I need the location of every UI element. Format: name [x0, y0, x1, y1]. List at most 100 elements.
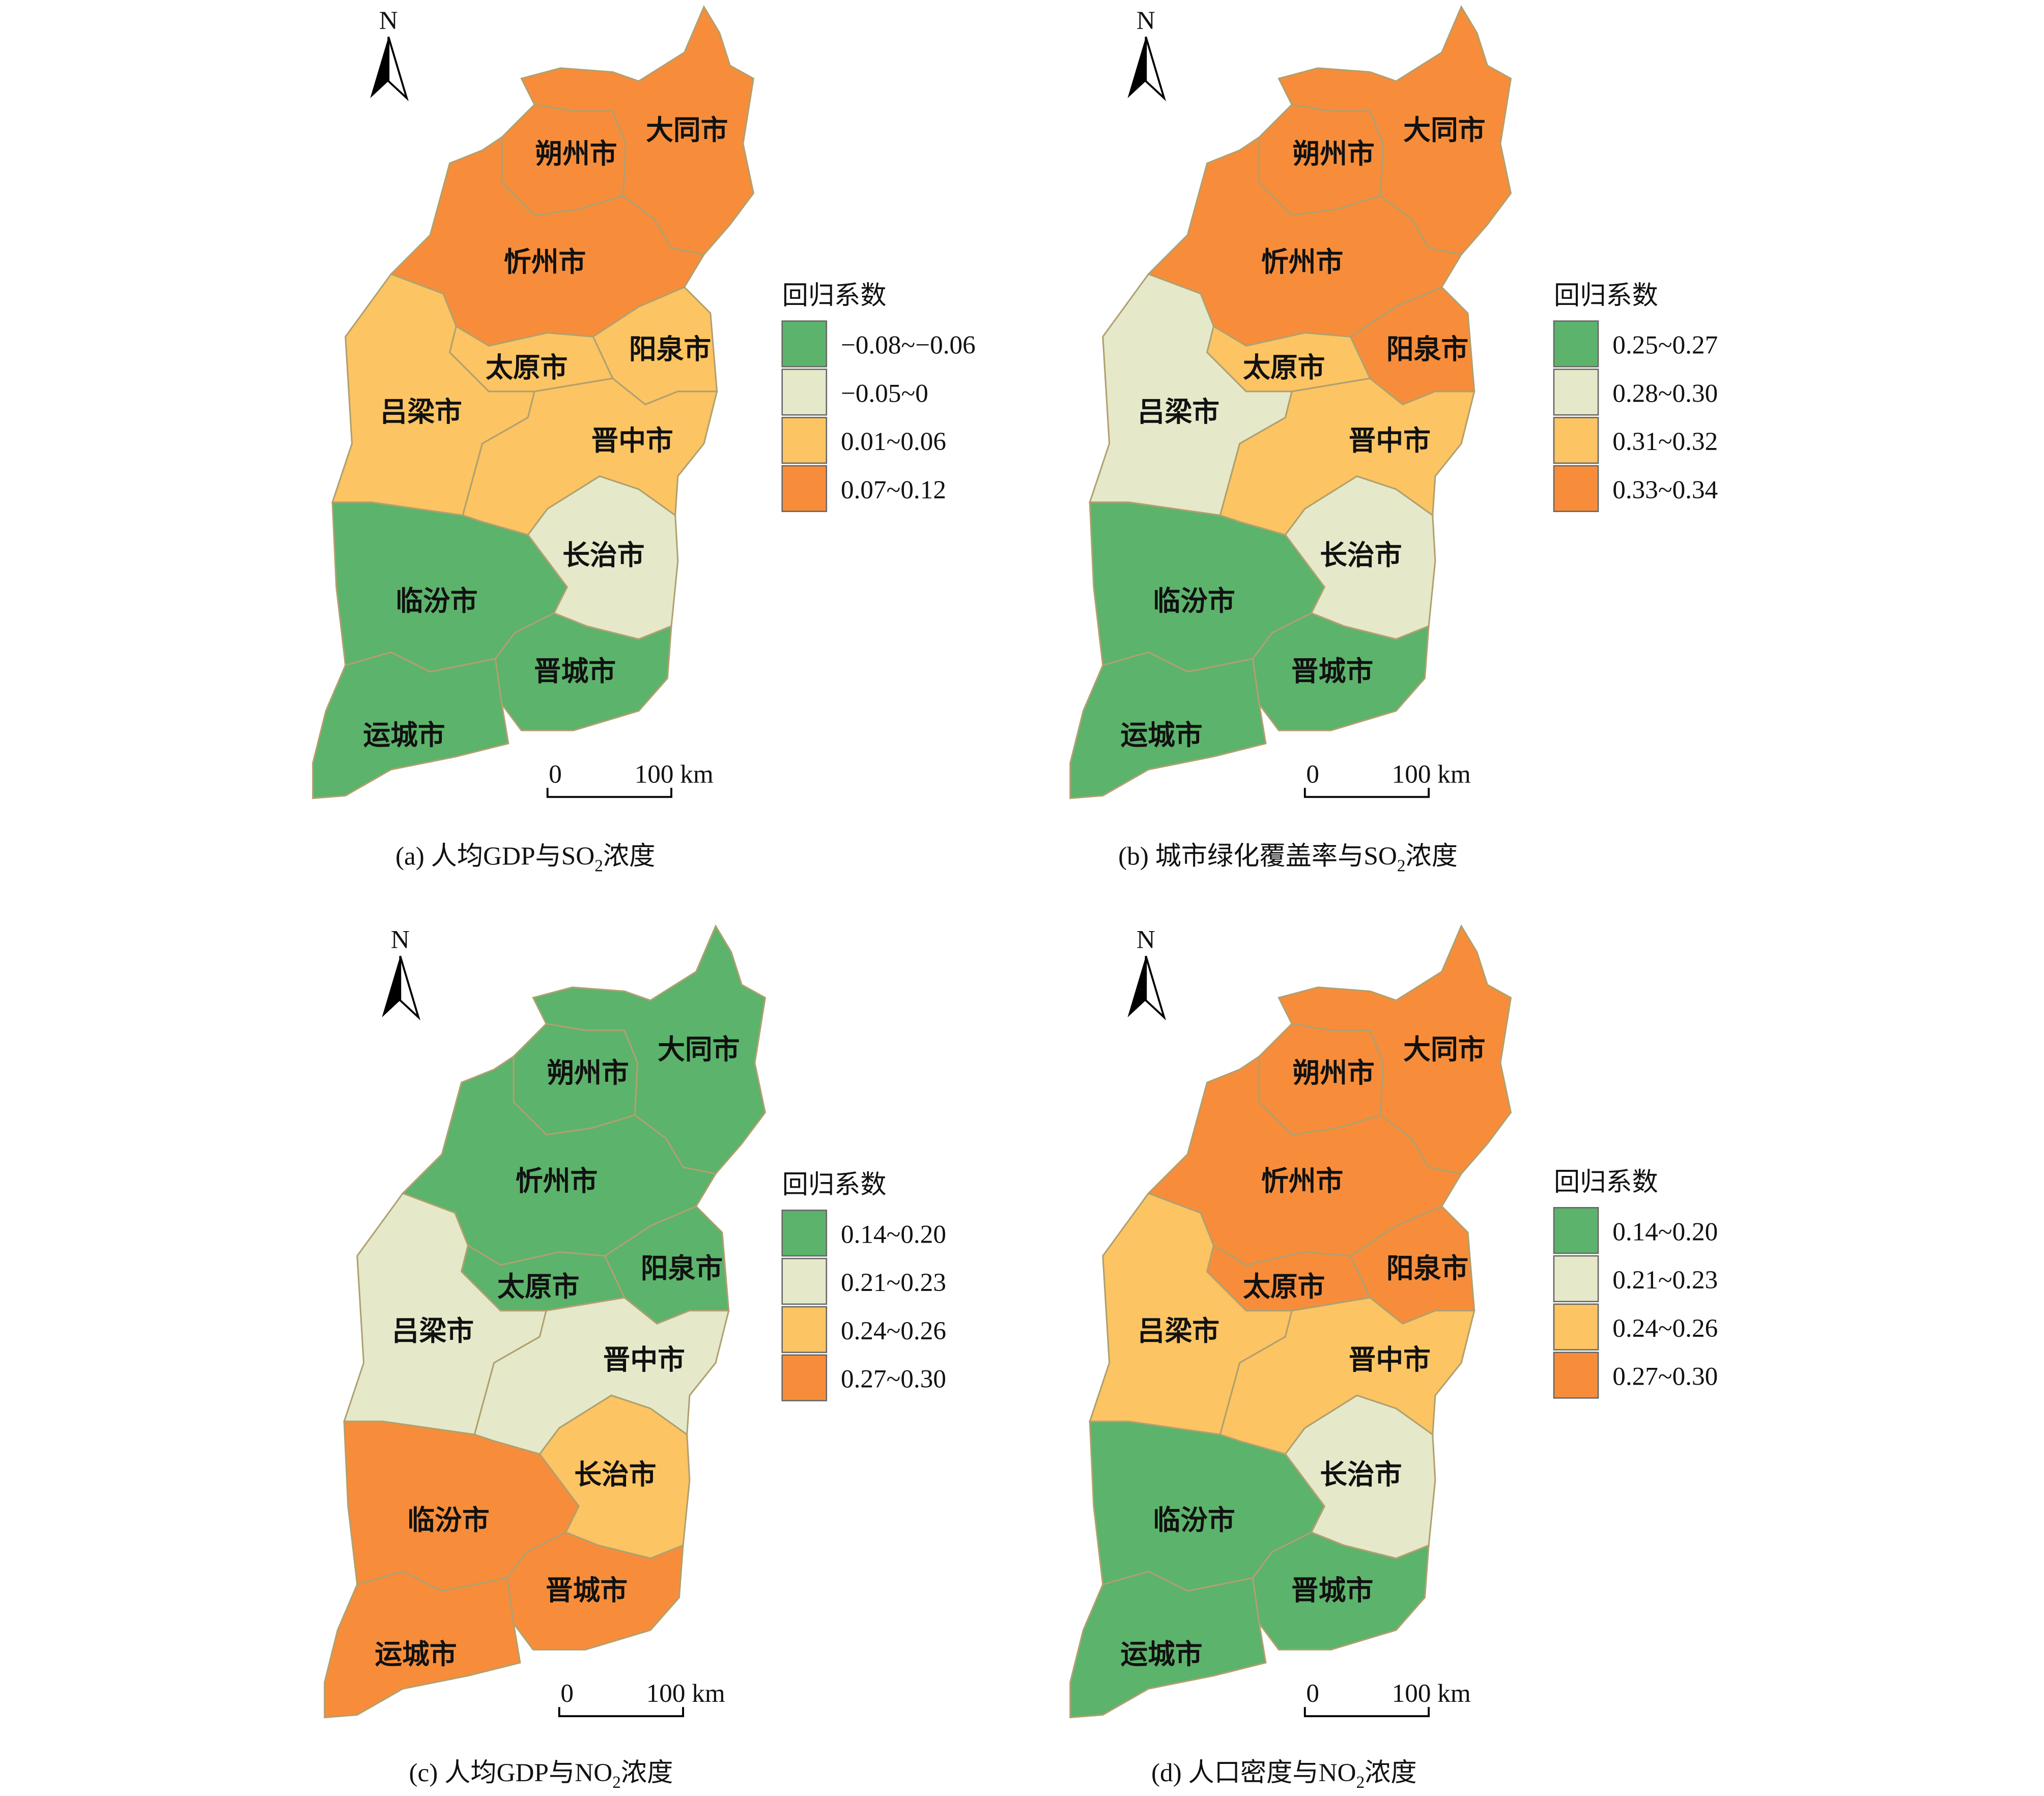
region-label: 大同市 [646, 115, 728, 146]
legend-swatch [781, 416, 828, 464]
legend: 回归系数 0.14~0.20 0.21~0.23 0.24~0.26 0.27~0.30 [1553, 1168, 1718, 1399]
legend-label: 0.14~0.20 [1612, 1217, 1718, 1246]
region-label: 阳泉市 [1386, 334, 1468, 364]
caption: (a) 人均GDP与SO2浓度 [395, 842, 655, 876]
legend-label: 0.28~0.30 [1612, 379, 1718, 408]
legend-swatch [781, 1306, 828, 1353]
caption-subscript: 2 [1356, 1773, 1365, 1792]
scale-start: 0 [1306, 760, 1319, 789]
region-label: 阳泉市 [1386, 1253, 1468, 1284]
region [312, 651, 509, 799]
north-arrow [1127, 956, 1146, 1018]
caption-text: 浓度 [621, 1758, 673, 1787]
region-label: 吕梁市 [380, 397, 462, 427]
region-label: 大同市 [1403, 115, 1485, 146]
caption: (c) 人均GDP与NO2浓度 [409, 1758, 673, 1792]
region-label: 长治市 [562, 540, 644, 571]
caption-subscript: 2 [594, 856, 603, 875]
legend-title: 回归系数 [1554, 1168, 1658, 1197]
legend-label: 0.25~0.27 [1612, 331, 1718, 360]
region-label: 运城市 [363, 720, 445, 751]
north-label: N [391, 925, 410, 955]
legend-label: 0.07~0.12 [841, 475, 946, 504]
legend-swatch [1553, 1207, 1599, 1254]
north-arrow [1127, 37, 1146, 98]
north-arrow [1145, 36, 1167, 101]
region [1069, 651, 1267, 799]
caption-text: (a) 人均GDP与SO [395, 842, 594, 871]
legend-label: −0.08~−0.06 [841, 331, 976, 360]
region-label: 大同市 [658, 1034, 740, 1065]
legend-label: 0.01~0.06 [841, 427, 946, 456]
scale-end: 100 km [1392, 760, 1471, 789]
north-arrow [382, 956, 401, 1018]
scale-end: 100 km [646, 1679, 725, 1708]
region [1252, 612, 1430, 732]
legend-label: 0.27~0.30 [841, 1365, 946, 1394]
legend-label: 0.31~0.32 [1612, 427, 1718, 456]
legend-swatch [781, 1257, 828, 1305]
region-label: 朔州市 [547, 1058, 629, 1088]
region [494, 612, 672, 732]
region-label: 吕梁市 [392, 1316, 474, 1346]
region-label: 临汾市 [395, 586, 477, 616]
scale-bar [1303, 788, 1430, 798]
caption-subscript: 2 [612, 1773, 621, 1792]
region [324, 1570, 521, 1719]
caption-text: 浓度 [603, 842, 655, 871]
legend-swatch [1553, 1352, 1599, 1399]
legend-label: 0.21~0.23 [841, 1268, 946, 1297]
caption-text: (c) 人均GDP与NO [409, 1758, 612, 1787]
legend-swatch [1553, 416, 1599, 464]
region-label: 晋城市 [546, 1576, 628, 1606]
north-label: N [379, 6, 398, 35]
legend-title: 回归系数 [782, 1170, 887, 1199]
region-label: 吕梁市 [1138, 397, 1219, 427]
region-label: 临汾市 [407, 1505, 489, 1535]
legend-label: 0.21~0.23 [1612, 1266, 1718, 1295]
legend-swatch [781, 320, 828, 368]
legend: 回归系数 −0.08~−0.06 −0.05~0 0.01~0.06 0.07~0.12 [781, 281, 976, 512]
region-label: 临汾市 [1153, 586, 1235, 616]
legend-swatch [1553, 320, 1599, 368]
region-label: 晋城市 [534, 656, 616, 687]
legend-swatch [1553, 1303, 1599, 1351]
legend-label: 0.24~0.26 [1612, 1314, 1718, 1343]
scale-bar [1303, 1707, 1430, 1718]
region-label: 晋中市 [1349, 426, 1431, 456]
legend-swatch [1553, 369, 1599, 416]
caption-text: 浓度 [1405, 842, 1457, 871]
scale-start: 0 [549, 760, 562, 789]
region [506, 1531, 684, 1651]
caption-subscript: 2 [1397, 856, 1406, 875]
region [1069, 1570, 1267, 1719]
region-label: 长治市 [574, 1460, 656, 1490]
region-label: 阳泉市 [641, 1253, 723, 1284]
legend: 回归系数 0.25~0.27 0.28~0.30 0.31~0.32 0.33~0.34 [1553, 281, 1718, 512]
north-arrow [370, 37, 389, 98]
legend-swatch [781, 369, 828, 416]
region-label: 临汾市 [1153, 1505, 1235, 1535]
region-label: 太原市 [486, 352, 567, 383]
north-label: N [1137, 925, 1155, 955]
region-label: 大同市 [1403, 1034, 1485, 1065]
scale-end: 100 km [1392, 1679, 1471, 1708]
scale-bar [546, 788, 672, 798]
region-label: 太原市 [1243, 1272, 1325, 1302]
region-label: 朔州市 [535, 138, 617, 169]
scale-bar [558, 1707, 685, 1718]
region-label: 朔州市 [1292, 1058, 1374, 1088]
scale-start: 0 [1306, 1679, 1319, 1708]
region-label: 吕梁市 [1138, 1316, 1219, 1346]
region-label: 长治市 [1320, 540, 1402, 571]
legend-label: 0.27~0.30 [1612, 1362, 1718, 1391]
region-label: 阳泉市 [629, 334, 711, 364]
region-label: 忻州市 [1261, 1166, 1343, 1197]
north-arrow [1145, 956, 1167, 1021]
region-label: 运城市 [375, 1639, 457, 1670]
legend-label: 0.24~0.26 [841, 1316, 946, 1345]
